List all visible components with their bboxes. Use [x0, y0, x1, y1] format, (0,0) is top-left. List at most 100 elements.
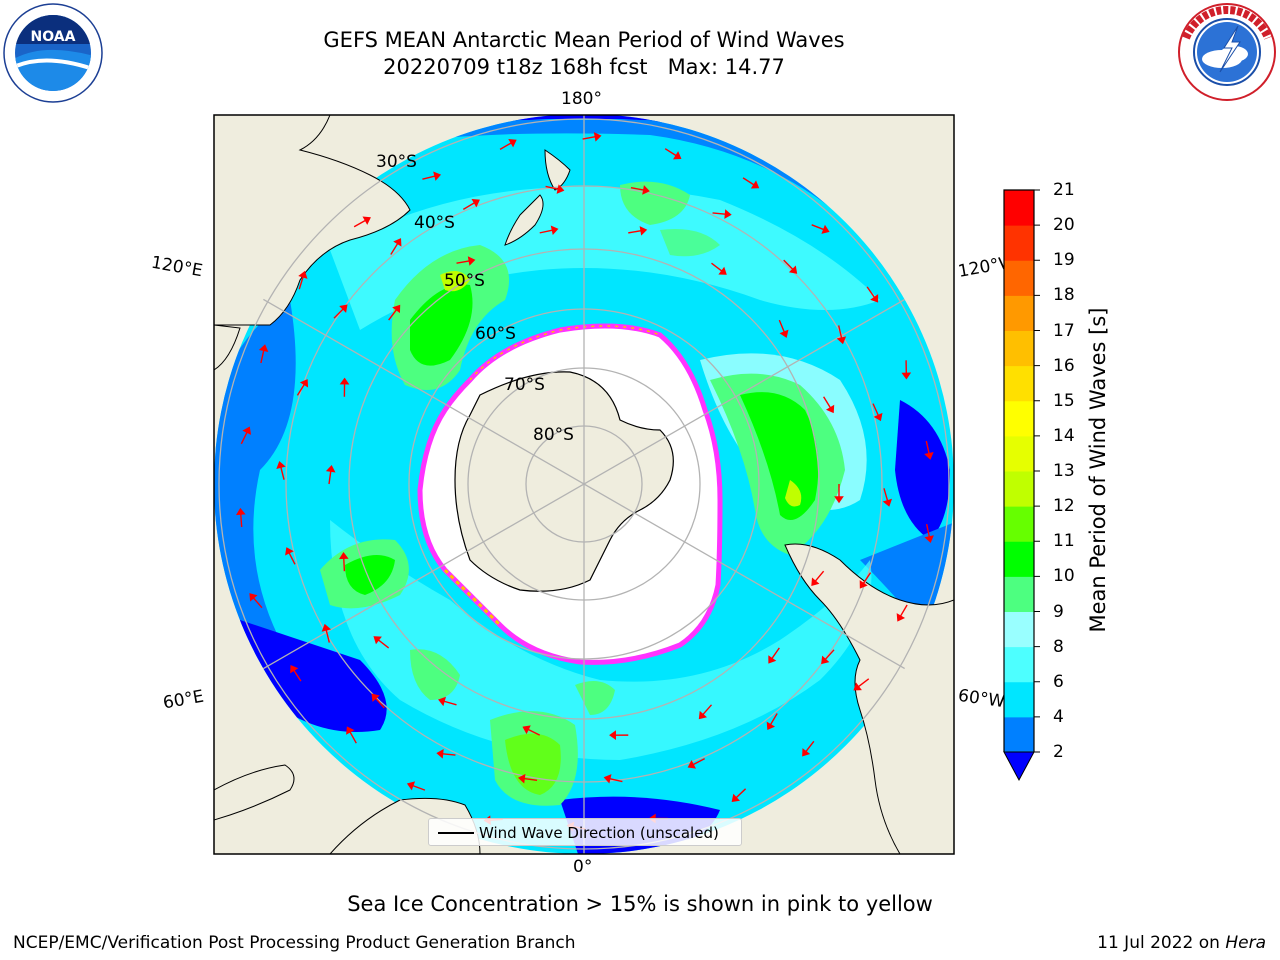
wind-arrow-head	[249, 593, 258, 602]
wind-arrow-head	[811, 577, 820, 586]
wind-arrow-shaft	[925, 440, 930, 454]
wind-arrow-head	[766, 721, 776, 731]
wind-arrow-head	[550, 225, 559, 236]
wind-arrow-shaft	[333, 308, 344, 319]
wind-arrow-head	[467, 256, 476, 266]
wind-arrow-head	[392, 304, 401, 314]
wind-arrow-head	[779, 329, 789, 338]
wind-arrow-head	[642, 185, 650, 195]
wind-arrow-shaft	[252, 597, 263, 609]
wind-arrow-head	[346, 726, 355, 735]
noaa-logo-text: NOAA	[31, 29, 76, 45]
colorbar-segment	[1004, 576, 1034, 612]
wind-arrow-shaft	[325, 629, 330, 643]
wind-arrow-head	[870, 294, 879, 303]
wind-arrow-head	[556, 184, 565, 194]
wind-arrow-shaft	[609, 777, 623, 783]
lon-label-60w: 60°W	[956, 685, 1007, 713]
wind-arrow-head	[673, 151, 682, 160]
wind-arrow-head	[687, 760, 696, 769]
colorbar-segment	[1004, 435, 1034, 472]
south-america-land	[784, 543, 954, 854]
colorbar-tick-label: 12	[1053, 496, 1075, 517]
colorbar-segment	[1004, 295, 1034, 331]
wind-arrow-head	[896, 613, 906, 622]
noaa-logo-icon: NOAA	[3, 3, 103, 103]
australia-land	[214, 115, 411, 326]
colorbar-segment	[1004, 225, 1034, 261]
wind-arrow-head	[339, 304, 348, 313]
wind-arrow-shaft	[838, 325, 843, 339]
wind-arrow-head	[901, 372, 912, 380]
map-legend: Wind Wave Direction (unscaled)	[428, 818, 742, 846]
wind-arrow-shaft	[260, 350, 265, 364]
wind-arrow-shaft	[899, 604, 908, 617]
wind-arrow-head	[834, 496, 844, 504]
wind-arrow-head	[821, 655, 830, 665]
wind-arrow-head	[609, 730, 616, 740]
wind-arrow-head	[438, 696, 447, 707]
colorbar-segment	[1004, 400, 1034, 437]
wind-arrow-head	[924, 535, 934, 543]
lat-label-40s: 40°S	[414, 213, 455, 233]
colorbar-tick-label: 18	[1053, 285, 1075, 306]
graticule	[218, 115, 950, 854]
lon-label-60e: 60°E	[161, 686, 206, 714]
wind-arrow-shaft	[857, 678, 870, 688]
wind-arrow-head	[371, 693, 380, 702]
sea-ice-caption: Sea Ice Concentration > 15% is shown in …	[347, 892, 933, 916]
wind-arrow-head	[338, 552, 349, 560]
colorbar-tick-label: 10	[1053, 566, 1075, 587]
wind-arrow-shaft	[702, 704, 713, 716]
colorbar-segment	[1004, 190, 1034, 226]
footer-credit: NCEP/EMC/Verification Post Processing Pr…	[13, 933, 576, 953]
wind-arrow-shaft	[377, 639, 390, 649]
wind-arrow-shaft	[353, 219, 366, 228]
wind-arrow-shaft	[343, 558, 346, 572]
lat-label-30s: 30°S	[376, 152, 417, 172]
wind-arrow-shaft	[328, 471, 332, 485]
wind-arrow-head	[298, 270, 308, 279]
colorbar-segment	[1004, 506, 1034, 542]
colorbar-tick-label: 15	[1053, 390, 1075, 411]
wind-arrow-head	[406, 781, 416, 791]
lat-label-60s: 60°S	[475, 324, 516, 344]
wind-arrow-head	[924, 451, 934, 460]
wind-arrow-head	[393, 238, 402, 247]
new-zealand-land	[544, 149, 571, 191]
madagascar-land	[214, 764, 295, 821]
wind-arrow-shaft	[349, 731, 357, 744]
colorbar-tick-label: 11	[1053, 531, 1075, 552]
wind-arrow-head	[285, 547, 294, 556]
wind-arrow-shaft	[630, 187, 644, 191]
legend-text: Wind Wave Direction (unscaled)	[479, 824, 719, 842]
colorbar-tick-label: 9	[1053, 601, 1064, 622]
colorbar-segment	[1004, 471, 1034, 507]
colorbar-tick-label: 16	[1053, 355, 1075, 376]
lon-label-180: 180°	[561, 89, 602, 109]
footer-date-text: 11 Jul 2022 on	[1097, 933, 1226, 953]
colorbar-tick-label: 4	[1053, 706, 1064, 727]
wind-arrow-shaft	[735, 788, 747, 799]
wind-arrow-shaft	[527, 728, 541, 736]
wind-arrow-head	[639, 226, 648, 236]
wind-arrow-shaft	[462, 202, 475, 210]
wind-arrow-shaft	[422, 175, 436, 180]
colorbar	[1003, 189, 1040, 782]
colorbar-tick-label: 8	[1053, 636, 1064, 657]
wind-arrow-shaft	[742, 177, 755, 186]
wind-arrow-shaft	[783, 259, 794, 270]
wind-arrow-shaft	[539, 229, 553, 234]
colorbar-tick-label: 14	[1053, 425, 1075, 446]
footer-date: 11 Jul 2022 on Hera	[1097, 933, 1266, 953]
wind-arrow-head	[508, 139, 517, 148]
wind-arrow-head	[821, 224, 830, 234]
wind-arrow-shaft	[296, 383, 305, 396]
wind-arrow-head	[258, 344, 269, 353]
colorbar-segment	[1004, 260, 1034, 296]
wind-arrow-shaft	[412, 784, 426, 791]
chart-subtitle: 20220709 t18z 168h fcst Max: 14.77	[383, 55, 785, 79]
wind-arrow-head	[718, 266, 727, 275]
wind-arrow-shaft	[375, 697, 385, 709]
lat-label-50s: 50°S	[444, 271, 485, 291]
